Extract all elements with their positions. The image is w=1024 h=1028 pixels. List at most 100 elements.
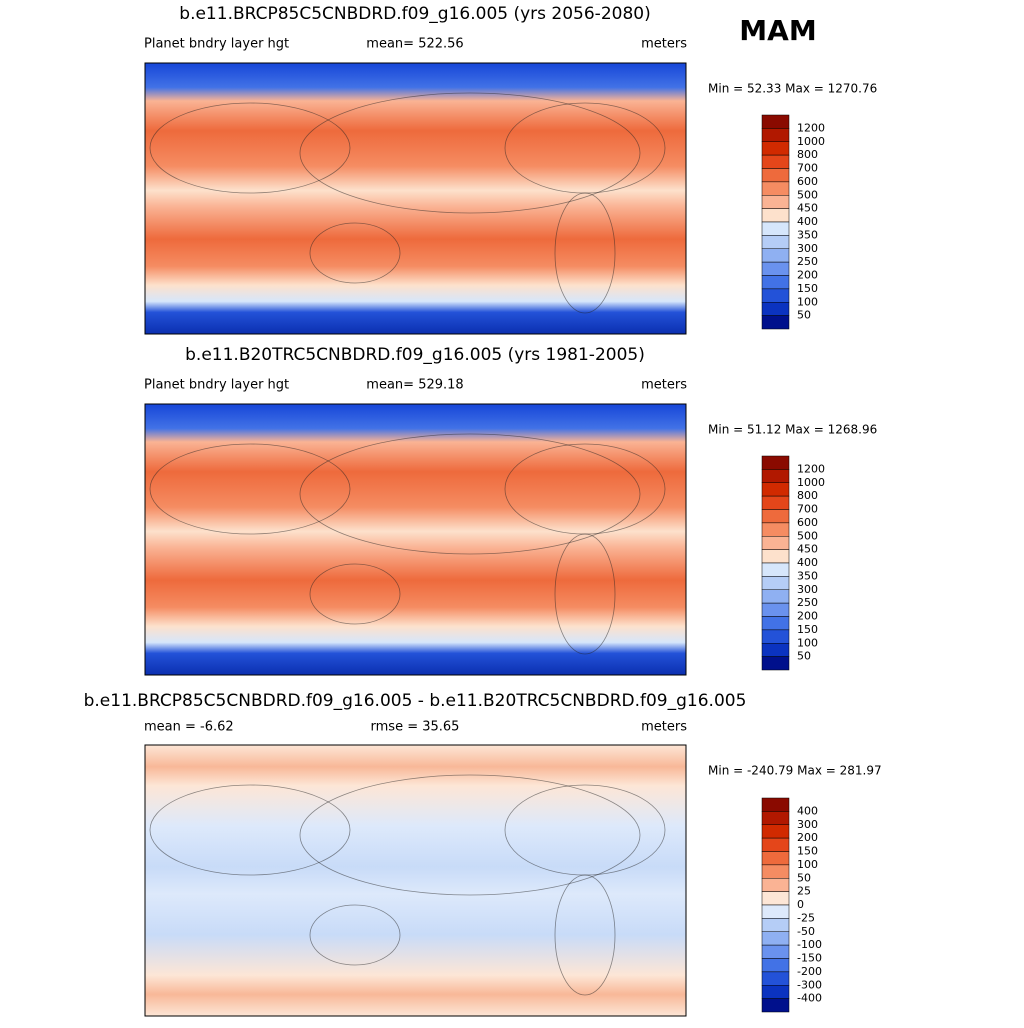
colorbar-box	[761, 824, 790, 839]
colorbar-label: 150	[797, 282, 818, 295]
colorbar-label: 700	[797, 162, 818, 175]
colorbar-box	[761, 878, 790, 892]
colorbar-box	[761, 931, 790, 946]
colorbar-label: 25	[797, 885, 811, 898]
colorbar-box	[761, 998, 790, 1013]
center-label: mean= 522.56	[366, 37, 463, 52]
colorbar-box	[761, 495, 790, 510]
colorbar-box	[761, 114, 790, 129]
colorbar-label: 300	[797, 818, 818, 831]
colorbar-label: -300	[797, 978, 822, 991]
colorbar-box	[761, 811, 790, 825]
center-label: mean= 529.18	[366, 378, 463, 393]
colorbar-box	[761, 208, 790, 223]
colorbar-box	[761, 891, 790, 906]
left-label: mean = -6.62	[144, 720, 234, 735]
colorbar-label: 450	[797, 202, 818, 215]
left-label: Planet bndry layer hgt	[144, 378, 289, 393]
colorbar-label: 200	[797, 269, 818, 282]
map	[144, 62, 687, 335]
colorbar-label: 50	[797, 309, 811, 322]
colorbar-label: 250	[797, 255, 818, 268]
colorbar-box	[761, 851, 790, 866]
colorbar-label: -400	[797, 992, 822, 1005]
landmass	[309, 904, 401, 966]
colorbar-label: -25	[797, 911, 815, 924]
colorbar-box	[761, 864, 790, 879]
right-label: meters	[641, 720, 687, 735]
colorbar-box	[761, 797, 790, 812]
colorbar-label: 50	[797, 650, 811, 663]
colorbar-box	[761, 616, 790, 631]
colorbar-label: 0	[797, 898, 804, 911]
landmass	[299, 433, 641, 555]
landmass	[149, 102, 351, 194]
colorbar-label: 800	[797, 489, 818, 502]
colorbar-box	[761, 985, 790, 999]
colorbar-label: 100	[797, 295, 818, 308]
colorbar-box	[761, 154, 790, 169]
colorbar-box	[761, 221, 790, 236]
map	[144, 403, 687, 676]
colorbar-box	[761, 904, 790, 919]
colorbar-label: 300	[797, 583, 818, 596]
landmass	[149, 443, 351, 535]
colorbar-label: 1200	[797, 121, 825, 134]
colorbar-label: 400	[797, 804, 818, 817]
colorbar-box	[761, 261, 790, 276]
colorbar-box	[761, 195, 790, 209]
colorbar-box	[761, 958, 790, 973]
colorbar-label: 1200	[797, 462, 825, 475]
colorbar-box	[761, 168, 790, 183]
colorbar-label: 350	[797, 569, 818, 582]
colorbar-label: 200	[797, 610, 818, 623]
min-max: Min = 51.12 Max = 1268.96	[708, 423, 877, 437]
colorbar-label: 200	[797, 831, 818, 844]
landmass	[554, 533, 616, 655]
colorbar-box	[761, 536, 790, 550]
colorbar-box	[761, 656, 790, 671]
colorbar-label: 450	[797, 543, 818, 556]
landmass	[299, 774, 641, 896]
center-label: rmse = 35.65	[371, 720, 460, 735]
colorbar-box	[761, 235, 790, 249]
colorbar-box	[761, 248, 790, 263]
min-max: Min = 52.33 Max = 1270.76	[708, 82, 877, 96]
colorbar-box	[761, 275, 790, 290]
panel-title: b.e11.BRCP85C5CNBDRD.f09_g16.005 (yrs 20…	[179, 4, 650, 24]
colorbar-box	[761, 643, 790, 657]
colorbar-label: 400	[797, 215, 818, 228]
colorbar-box	[761, 589, 790, 604]
landmass	[299, 92, 641, 214]
colorbar-label: 1000	[797, 476, 825, 489]
colorbar-box	[761, 549, 790, 564]
landmass	[309, 222, 401, 284]
colorbar-label: 100	[797, 636, 818, 649]
colorbar-label: 150	[797, 623, 818, 636]
colorbar-label: 700	[797, 503, 818, 516]
colorbar-label: 100	[797, 858, 818, 871]
colorbar-box	[761, 971, 790, 986]
landmass	[554, 192, 616, 314]
colorbar-label: 300	[797, 242, 818, 255]
colorbar-label: 800	[797, 148, 818, 161]
colorbar-label: 50	[797, 871, 811, 884]
colorbar-label: -150	[797, 952, 822, 965]
colorbar-label: 600	[797, 175, 818, 188]
right-label: meters	[641, 378, 687, 393]
colorbar-box	[761, 482, 790, 497]
colorbar-box	[761, 837, 790, 852]
left-label: Planet bndry layer hgt	[144, 37, 289, 52]
colorbar-box	[761, 455, 790, 470]
colorbar-label: 500	[797, 188, 818, 201]
colorbar-label: 500	[797, 529, 818, 542]
colorbar-box	[761, 562, 790, 577]
landmass	[554, 874, 616, 996]
season-label: MAM	[739, 14, 816, 47]
panel-title: b.e11.BRCP85C5CNBDRD.f09_g16.005 - b.e11…	[84, 691, 747, 711]
colorbar-label: 150	[797, 845, 818, 858]
colorbar-label: -50	[797, 925, 815, 938]
colorbar-box	[761, 918, 790, 932]
colorbar-box	[761, 128, 790, 142]
